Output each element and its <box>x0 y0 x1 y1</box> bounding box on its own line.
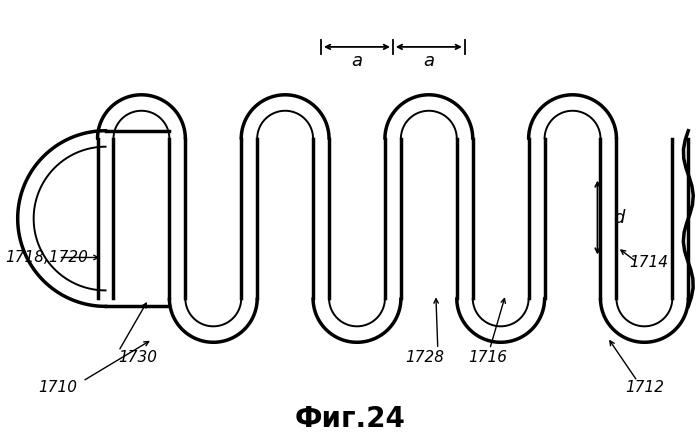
Bar <box>313 139 329 298</box>
Wedge shape <box>457 298 545 342</box>
Text: Фиг.24: Фиг.24 <box>295 405 405 433</box>
Text: d: d <box>613 208 625 226</box>
Wedge shape <box>473 298 528 326</box>
Text: 1710: 1710 <box>38 380 78 395</box>
Wedge shape <box>241 95 329 139</box>
Bar <box>672 139 688 298</box>
Wedge shape <box>385 95 473 139</box>
Text: 1714: 1714 <box>629 255 668 270</box>
Wedge shape <box>329 298 385 326</box>
Wedge shape <box>113 111 169 139</box>
Wedge shape <box>545 111 601 139</box>
Wedge shape <box>169 298 257 342</box>
Wedge shape <box>18 131 106 306</box>
Text: a: a <box>424 52 434 70</box>
Wedge shape <box>601 298 688 342</box>
Wedge shape <box>34 147 106 291</box>
Wedge shape <box>97 95 186 139</box>
Wedge shape <box>617 298 672 326</box>
Wedge shape <box>401 111 457 139</box>
Wedge shape <box>257 111 313 139</box>
Bar <box>169 139 186 298</box>
Wedge shape <box>313 298 401 342</box>
Bar <box>241 139 257 298</box>
Wedge shape <box>186 298 241 326</box>
Bar <box>97 139 113 298</box>
Text: 1730: 1730 <box>118 350 158 365</box>
Wedge shape <box>528 95 617 139</box>
Bar <box>601 139 617 298</box>
Text: a: a <box>351 52 363 70</box>
Bar <box>18 131 113 306</box>
Text: 1728: 1728 <box>405 350 444 365</box>
Text: 1716: 1716 <box>468 350 507 365</box>
Bar <box>457 139 473 298</box>
Text: 1712: 1712 <box>625 380 664 395</box>
Text: 1718,1720: 1718,1720 <box>6 250 89 265</box>
Bar <box>385 139 401 298</box>
Bar <box>528 139 545 298</box>
